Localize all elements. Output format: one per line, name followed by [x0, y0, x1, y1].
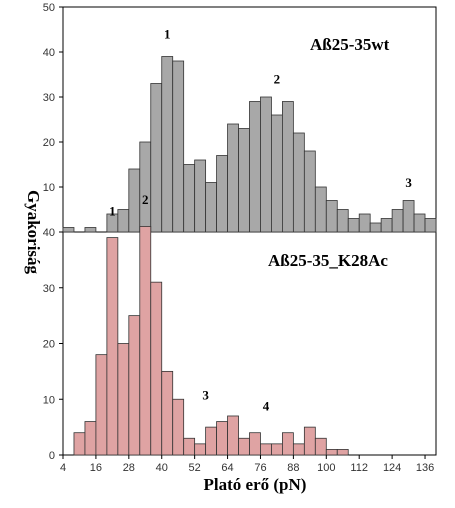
x-tick-label: 76	[254, 462, 266, 474]
top-bar	[347, 218, 360, 233]
top-peak-label: 2	[274, 72, 281, 87]
bottom-bar	[303, 426, 316, 456]
top-peak-label: 1	[164, 27, 171, 42]
bottom-y-axis-ticks: 0 10 20 30 40	[43, 227, 63, 462]
top-bar	[380, 218, 393, 233]
bottom-bar	[271, 443, 283, 456]
top-bar	[260, 96, 272, 233]
bottom-bar	[84, 421, 97, 456]
bottom-bar	[314, 437, 327, 456]
x-tick-label: 112	[350, 462, 368, 474]
bottom-bar	[249, 432, 261, 456]
top-bar	[84, 227, 97, 233]
top-bar	[271, 114, 283, 233]
x-tick-label: 136	[416, 462, 434, 474]
bottom-bar	[117, 343, 130, 456]
top-bar	[205, 182, 217, 233]
bottom-bar	[292, 443, 305, 456]
top-bar	[62, 227, 75, 233]
x-tick-label: 64	[221, 462, 233, 474]
bottom-bar	[336, 449, 349, 456]
bottom-peak-label: 2	[142, 192, 149, 207]
bottom-peak-label: 4	[263, 398, 270, 413]
bottom-panel-title: Aß25-35_K28Ac	[268, 251, 388, 270]
top-y-axis-ticks: 10 20 30 40 50	[43, 2, 63, 233]
bottom-peak-labels: 1 2 3 4	[109, 192, 270, 413]
bottom-y-tick-label: 0	[49, 450, 55, 462]
x-tick-label: 4	[60, 462, 66, 474]
bottom-y-tick-label: 20	[43, 339, 55, 351]
top-bar	[282, 101, 294, 233]
top-bar	[216, 155, 228, 233]
x-tick-label: 16	[90, 462, 102, 474]
x-tick-label: 124	[383, 462, 401, 474]
top-bar	[336, 209, 349, 233]
bottom-bar	[216, 421, 228, 456]
top-histogram-bars	[62, 56, 437, 233]
top-bar	[238, 128, 250, 233]
bottom-bar	[73, 432, 86, 456]
bottom-peak-label: 3	[202, 387, 209, 402]
top-y-tick-label: 20	[43, 137, 55, 149]
y-axis-title: Gyakoriság	[24, 190, 43, 275]
bottom-bar	[172, 398, 185, 456]
top-bar	[424, 218, 437, 233]
bottom-bar	[238, 437, 250, 456]
top-bar	[292, 132, 305, 233]
bottom-histogram-bars	[73, 226, 349, 456]
x-tick-label: 88	[287, 462, 299, 474]
top-bar	[161, 56, 174, 233]
top-peak-label: 3	[405, 175, 412, 190]
bottom-bar	[260, 443, 272, 456]
top-panel-title: Aß25-35wt	[310, 35, 390, 54]
bottom-bar	[139, 226, 152, 456]
bottom-y-tick-label: 10	[43, 394, 55, 406]
x-tick-label: 52	[189, 462, 201, 474]
bottom-bar	[325, 449, 338, 456]
top-bar	[402, 200, 415, 233]
bottom-peak-label: 1	[109, 203, 116, 218]
bottom-y-tick-label: 40	[43, 227, 55, 239]
top-bar	[249, 101, 261, 233]
top-bar	[314, 186, 327, 233]
top-peak-labels: 1 2 3	[164, 27, 412, 191]
bottom-bar	[150, 281, 163, 456]
top-bar	[183, 164, 196, 233]
x-axis-ticks: 4 16 28 40 52 64 76 88 100 112 124 136	[60, 455, 434, 474]
bottom-bar	[282, 432, 294, 456]
x-axis-title: Plató erő (pN)	[204, 475, 307, 494]
bottom-bar	[128, 315, 141, 456]
bottom-bar	[205, 426, 217, 456]
x-tick-label: 28	[123, 462, 135, 474]
x-tick-label: 100	[317, 462, 335, 474]
x-tick-label: 40	[156, 462, 168, 474]
top-y-tick-label: 40	[43, 47, 55, 59]
bottom-y-tick-label: 30	[43, 283, 55, 295]
bottom-bar	[106, 237, 119, 456]
bottom-bar	[194, 443, 207, 456]
bottom-bar	[161, 370, 174, 456]
top-bar	[150, 83, 163, 233]
top-bar	[172, 60, 185, 233]
top-y-tick-label: 30	[43, 92, 55, 104]
bottom-bar	[227, 415, 239, 456]
bottom-bar	[95, 354, 108, 456]
top-bar	[303, 150, 316, 233]
top-y-tick-label: 50	[43, 2, 55, 14]
top-bar	[413, 213, 426, 233]
top-y-tick-label: 10	[43, 182, 55, 194]
top-bar	[139, 141, 152, 233]
top-bar	[194, 159, 207, 233]
top-bar	[325, 200, 338, 233]
bottom-bar	[183, 437, 196, 456]
top-bar	[358, 213, 371, 233]
top-bar	[117, 209, 130, 233]
top-bar	[227, 123, 239, 233]
top-bar	[391, 209, 404, 233]
top-bar	[369, 222, 382, 233]
top-bar	[128, 168, 141, 233]
